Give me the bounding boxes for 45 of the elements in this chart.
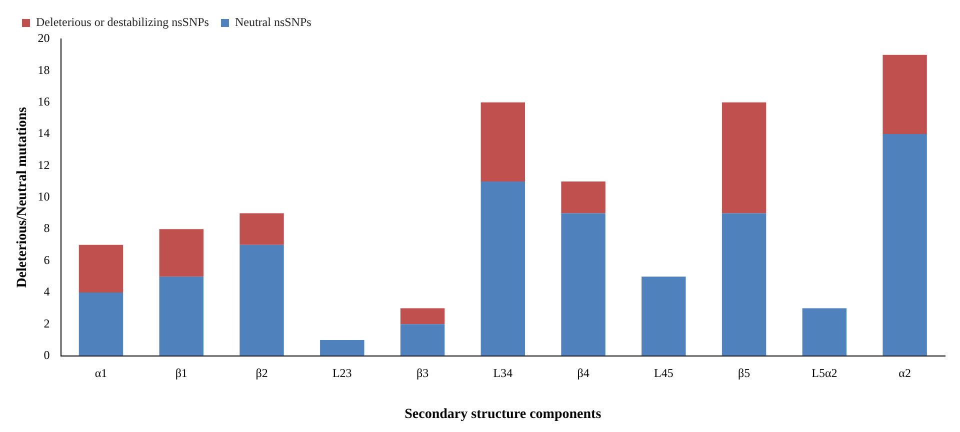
x-tick-label: L5α2 — [812, 366, 838, 380]
bar — [320, 340, 364, 356]
bar — [561, 213, 606, 356]
y-tick-label: 20 — [38, 31, 50, 46]
y-tick-label: 14 — [38, 126, 50, 140]
x-tick-label: β4 — [577, 366, 590, 380]
bar — [400, 324, 445, 356]
legend-label: Neutral nsSNPs — [234, 15, 312, 30]
y-tick-label: 0 — [44, 348, 50, 362]
bar — [722, 102, 766, 214]
y-tick-label: 10 — [38, 190, 50, 204]
x-tick-label: β2 — [256, 366, 268, 380]
y-tick-label: 2 — [44, 316, 50, 330]
bar — [882, 134, 927, 356]
y-tick-label: 16 — [38, 94, 50, 109]
x-tick-label: L23 — [332, 366, 352, 380]
y-tick-label: 8 — [44, 221, 50, 236]
bar — [722, 213, 766, 356]
bar — [159, 229, 204, 277]
y-axis-title: Deleterious/Neutral mutations — [15, 106, 30, 288]
bar — [78, 292, 124, 356]
bar — [802, 308, 847, 356]
bar — [240, 213, 284, 245]
x-tick-label: α2 — [898, 366, 911, 380]
x-tick-label: α1 — [94, 366, 108, 380]
x-tick-label: L34 — [493, 366, 513, 380]
bar — [240, 244, 284, 356]
x-tick-label: L45 — [654, 366, 674, 380]
y-tick-label: 6 — [44, 252, 50, 267]
bar — [78, 244, 124, 292]
legend-label: Deleterious or destabilizing nsSNPs — [36, 15, 210, 30]
bar — [561, 182, 606, 214]
y-tick-label: 12 — [38, 158, 50, 172]
x-tick-label: β1 — [175, 366, 188, 380]
x-tick-label: β5 — [738, 366, 750, 380]
y-tick-label: 18 — [38, 62, 50, 77]
x-tick-label: β3 — [416, 366, 429, 380]
bar — [480, 102, 526, 182]
bar — [159, 276, 204, 356]
x-axis-title: Secondary structure components — [404, 407, 602, 422]
bar — [400, 308, 445, 324]
y-tick-label: 4 — [44, 284, 50, 299]
bar — [642, 276, 686, 356]
bar — [480, 182, 526, 356]
bar — [882, 54, 927, 134]
